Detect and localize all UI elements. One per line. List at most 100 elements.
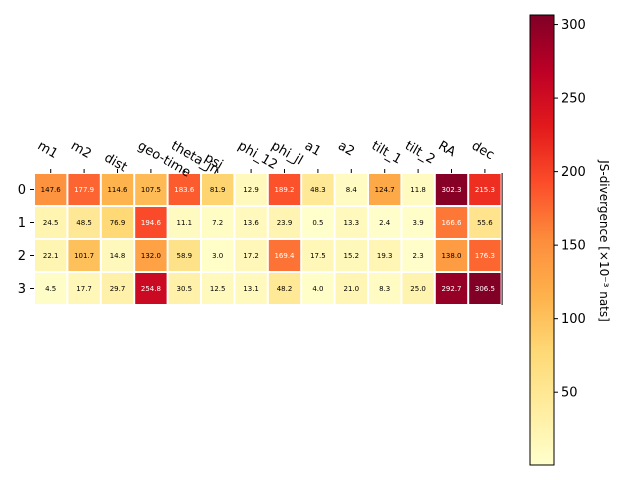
cell-value-label: 177.9 xyxy=(74,186,94,194)
cell-value-label: 215.3 xyxy=(475,186,495,194)
heatmap-cell xyxy=(369,240,401,271)
heatmap-cell xyxy=(335,240,367,271)
heatmap-cell xyxy=(469,174,501,205)
heatmap-cell xyxy=(135,207,167,238)
heatmap-cell xyxy=(35,240,67,271)
cell-value-label: 15.2 xyxy=(344,252,360,260)
colorbar-tick-label: 200 xyxy=(561,165,586,180)
heatmap-cell xyxy=(235,273,267,304)
cell-value-label: 132.0 xyxy=(141,252,161,260)
cell-value-label: 12.5 xyxy=(210,285,226,293)
cell-value-label: 147.6 xyxy=(41,186,62,194)
heatmap-cell xyxy=(235,207,267,238)
column-tick-label: tilt_2 xyxy=(402,138,437,167)
heatmap-cell xyxy=(135,240,167,271)
colorbar-tick-label: 250 xyxy=(561,92,586,107)
cell-value-label: 194.6 xyxy=(141,219,162,227)
heatmap-cell xyxy=(369,174,401,205)
heatmap-cell xyxy=(68,240,100,271)
cell-value-label: 2.4 xyxy=(379,219,391,227)
cell-value-label: 22.1 xyxy=(43,252,59,260)
heatmap-cell xyxy=(268,174,301,205)
cell-value-label: 8.3 xyxy=(379,285,390,293)
heatmap-cell xyxy=(435,273,468,304)
cell-value-label: 254.8 xyxy=(141,285,161,293)
cell-value-label: 7.2 xyxy=(212,219,223,227)
column-tick-label: a1 xyxy=(302,138,324,159)
heatmap-cell xyxy=(168,273,200,304)
heatmap-cell xyxy=(469,240,501,271)
cell-value-label: 124.7 xyxy=(375,186,395,194)
cell-value-label: 48.5 xyxy=(76,219,92,227)
heatmap-cell xyxy=(402,207,434,238)
cell-value-label: 8.4 xyxy=(346,186,358,194)
heatmap-cell xyxy=(302,207,334,238)
colorbar-tick-label: 100 xyxy=(561,312,586,327)
colorbar-label: JS-divergence [×10⁻³ nats] xyxy=(597,159,611,322)
cell-value-label: 11.1 xyxy=(177,219,193,227)
heatmap-cell xyxy=(235,240,267,271)
row-tick-label: 2 xyxy=(18,249,26,264)
row-tick-labels: 0 1 2 3 xyxy=(18,183,34,297)
colorbar-tick-label: 50 xyxy=(561,386,578,401)
row-tick-label: 3 xyxy=(18,282,26,297)
heatmap-cell xyxy=(335,174,367,205)
heatmap-cell xyxy=(68,174,100,205)
heatmap-cell xyxy=(268,240,301,271)
heatmap-cell xyxy=(202,174,234,205)
heatmap-cell xyxy=(402,273,434,304)
heatmap-cell xyxy=(435,207,468,238)
column-tick-label: m1 xyxy=(35,138,61,161)
heatmap-cell xyxy=(101,273,134,304)
cell-value-label: 183.6 xyxy=(174,186,195,194)
cell-value-label: 48.2 xyxy=(277,285,293,293)
cell-value-label: 3.0 xyxy=(212,252,223,260)
heatmap-cell xyxy=(135,273,167,304)
cell-value-label: 4.0 xyxy=(312,285,323,293)
cell-value-label: 107.5 xyxy=(141,186,161,194)
column-tick-label: dec xyxy=(469,138,497,163)
heatmap-cell xyxy=(235,174,267,205)
heatmap-cell xyxy=(268,273,301,304)
heatmap-cell xyxy=(335,207,367,238)
cell-value-label: 55.6 xyxy=(477,219,493,227)
cell-value-label: 13.3 xyxy=(344,219,360,227)
heatmap-cell xyxy=(369,207,401,238)
colorbar-tick-label: 150 xyxy=(561,239,586,254)
cell-value-label: 12.9 xyxy=(243,186,259,194)
column-tick-label: a2 xyxy=(335,138,357,159)
cell-value-label: 292.7 xyxy=(441,285,461,293)
heatmap-cell xyxy=(202,207,234,238)
cell-value-label: 81.9 xyxy=(210,186,226,194)
heatmap-cell xyxy=(101,240,134,271)
heatmap-cell xyxy=(35,207,67,238)
cell-value-label: 25.0 xyxy=(410,285,426,293)
column-tick-label: dist xyxy=(102,150,130,175)
cell-value-label: 189.2 xyxy=(274,186,294,194)
cell-value-label: 29.7 xyxy=(110,285,126,293)
heatmap-cell xyxy=(435,174,468,205)
heatmap-cell xyxy=(68,207,100,238)
row-tick-label: 0 xyxy=(18,183,26,198)
cell-value-label: 14.8 xyxy=(110,252,126,260)
colorbar-tick-label: 300 xyxy=(561,18,586,33)
cell-value-label: 17.7 xyxy=(76,285,92,293)
heatmap-cells: 147.6 177.9 114.6 107.5 183.6 81.9 12.9 189.2 48… xyxy=(35,173,503,305)
cell-value-label: 306.5 xyxy=(475,285,495,293)
heatmap-cell xyxy=(35,273,67,304)
cell-value-label: 0.5 xyxy=(312,219,323,227)
column-tick-label: RA xyxy=(436,138,459,160)
cell-value-label: 4.5 xyxy=(45,285,56,293)
cell-value-label: 48.3 xyxy=(310,186,326,194)
cell-value-label: 21.0 xyxy=(344,285,360,293)
heatmap-cell xyxy=(101,207,134,238)
heatmap-cell xyxy=(302,240,334,271)
row-tick-label: 1 xyxy=(18,216,26,231)
cell-value-label: 169.4 xyxy=(274,252,295,260)
colorbar: 50 100 150 200 250 300 xyxy=(529,14,586,466)
heatmap-cell xyxy=(469,273,501,304)
column-tick-label: tilt_1 xyxy=(369,138,404,167)
heatmap-cell xyxy=(101,174,134,205)
cell-value-label: 302.3 xyxy=(441,186,461,194)
